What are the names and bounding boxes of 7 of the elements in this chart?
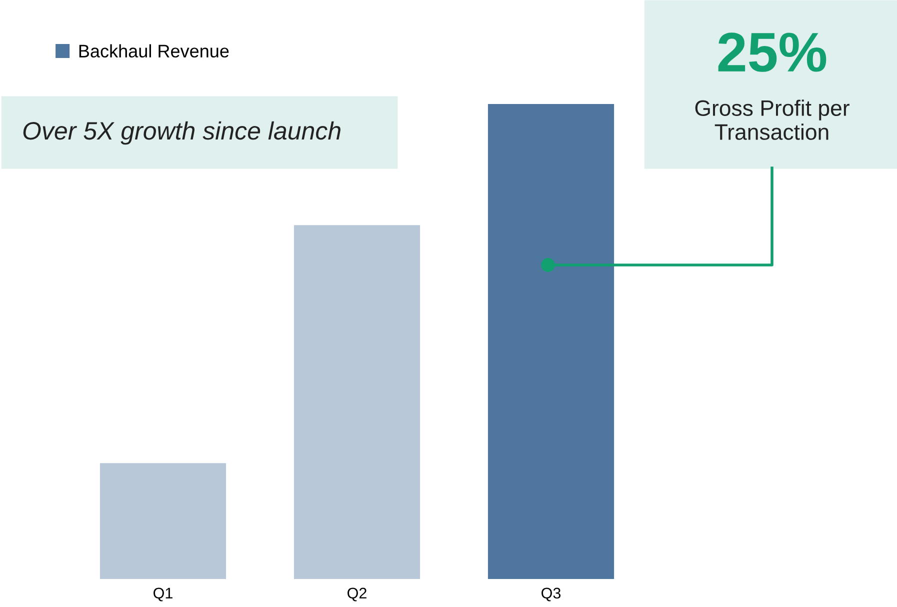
text: 25% — [718, 32, 826, 72]
text: Gross Profit per Transaction — [695, 100, 850, 140]
x-tick-label: Q2 — [348, 588, 366, 602]
x-tick-label: Q3 — [542, 588, 561, 602]
legend-label: Backhaul Revenue — [79, 44, 229, 58]
annotation: Over 5X growth since launch — [23, 121, 340, 145]
x-tick-label: Q1 — [154, 588, 172, 602]
